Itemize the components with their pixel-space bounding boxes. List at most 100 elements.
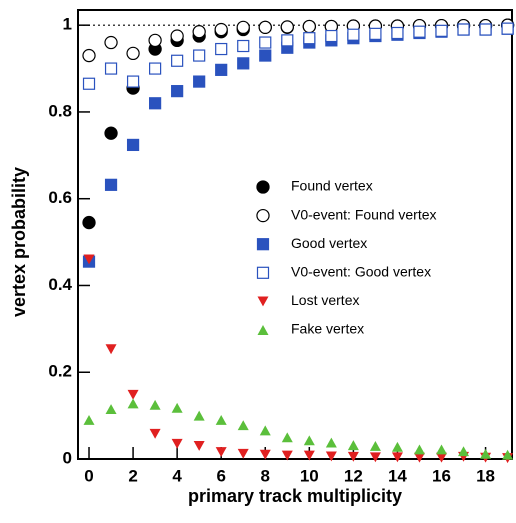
point	[82, 48, 96, 63]
point	[303, 435, 315, 446]
plot-frame	[77, 9, 513, 460]
point	[436, 452, 448, 463]
point	[104, 35, 118, 50]
point	[280, 20, 294, 34]
point	[413, 25, 426, 38]
legend-label: Fake vertex	[291, 321, 364, 337]
point	[214, 22, 228, 37]
legend-label: V0-event: Found vertex	[291, 206, 437, 222]
y-tick-label: 0.6	[48, 188, 72, 207]
point	[193, 410, 205, 421]
point	[127, 389, 139, 400]
point	[104, 126, 118, 140]
point	[237, 57, 250, 70]
point	[281, 432, 293, 443]
x-tick-label: 14	[388, 466, 407, 485]
point	[82, 215, 96, 230]
legend-marker	[256, 266, 270, 279]
point	[347, 28, 360, 41]
point	[258, 20, 272, 35]
point	[170, 29, 184, 43]
point	[149, 97, 162, 110]
point	[237, 420, 249, 431]
point	[369, 452, 381, 463]
point	[458, 446, 470, 457]
point	[215, 447, 227, 458]
point	[435, 24, 448, 37]
legend-label: Lost vertex	[291, 292, 359, 308]
point	[259, 449, 271, 460]
point	[104, 62, 118, 75]
point	[302, 19, 316, 34]
legend-label: Good vertex	[291, 235, 367, 251]
point	[259, 49, 272, 62]
point	[83, 254, 95, 265]
legend-marker	[257, 296, 269, 307]
point	[391, 452, 403, 463]
y-tick-label: 0.2	[48, 362, 72, 381]
legend-marker	[256, 208, 270, 223]
point	[215, 415, 227, 425]
legend-marker	[256, 238, 270, 251]
point	[325, 437, 337, 448]
point	[149, 62, 162, 75]
point	[457, 23, 470, 36]
point	[126, 138, 140, 152]
point	[281, 34, 294, 47]
x-tick-label: 2	[128, 466, 137, 485]
point	[259, 425, 271, 436]
point	[303, 32, 316, 45]
x-tick-label: 12	[344, 466, 363, 485]
point	[83, 415, 95, 425]
point	[193, 441, 205, 451]
point	[171, 402, 183, 413]
y-tick-label: 1	[63, 15, 72, 34]
point	[192, 25, 206, 39]
point	[193, 75, 206, 88]
legend-marker	[257, 325, 269, 335]
point	[391, 26, 404, 40]
point	[171, 438, 183, 449]
point	[237, 39, 250, 53]
point	[259, 36, 272, 49]
x-tick-label: 10	[300, 466, 319, 485]
y-tick-label: 0	[63, 448, 72, 467]
point	[149, 428, 161, 439]
point	[369, 441, 381, 451]
point	[347, 440, 359, 451]
legend-label: V0-event: Good vertex	[291, 264, 431, 280]
point	[480, 448, 492, 459]
point	[193, 49, 206, 62]
point	[236, 20, 250, 35]
x-tick-label: 16	[432, 466, 451, 485]
point	[303, 450, 315, 461]
x-axis-label: primary track multiplicity	[188, 486, 402, 506]
point	[501, 22, 514, 35]
x-tick-label: 8	[261, 466, 270, 485]
point	[281, 450, 293, 461]
point	[369, 27, 382, 40]
point	[413, 444, 425, 455]
point	[149, 399, 161, 410]
point	[148, 33, 162, 48]
legend-marker	[256, 180, 270, 194]
point	[127, 398, 139, 409]
point	[126, 46, 140, 61]
y-axis-label: vertex probability	[9, 167, 29, 317]
legend-label: Found vertex	[291, 178, 373, 194]
point	[325, 451, 337, 462]
point	[436, 444, 448, 455]
point	[413, 452, 425, 463]
point	[347, 451, 359, 462]
point	[502, 449, 514, 460]
point	[215, 42, 228, 56]
y-tick-label: 0.8	[48, 101, 72, 120]
point	[171, 54, 184, 67]
point	[126, 75, 140, 88]
point	[479, 23, 492, 36]
point	[215, 63, 228, 76]
x-tick-label: 18	[476, 466, 495, 485]
x-tick-label: 6	[216, 466, 225, 485]
point	[104, 178, 118, 191]
x-tick-label: 4	[172, 466, 182, 485]
